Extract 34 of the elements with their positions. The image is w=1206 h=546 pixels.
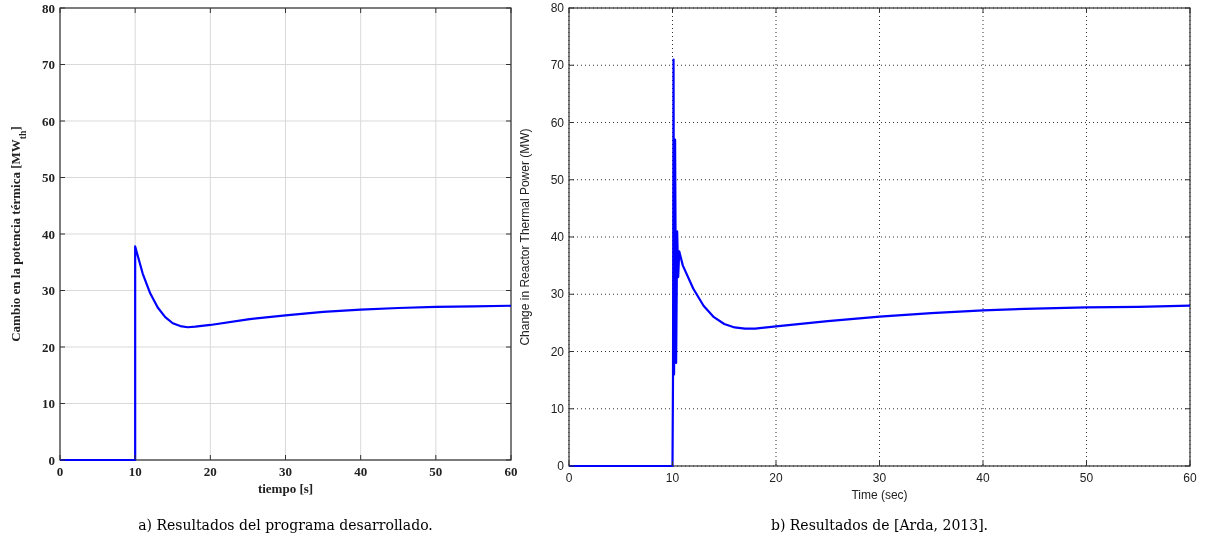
y-tick-label: 70 — [550, 58, 565, 73]
y-tick-label: 40 — [42, 226, 55, 242]
y-tick-label: 40 — [550, 230, 565, 245]
y-tick-label: 50 — [42, 170, 55, 186]
x-tick-label: 10 — [665, 471, 680, 485]
y-tick-label: 20 — [550, 344, 565, 359]
x-tick-label: 30 — [279, 464, 292, 479]
y-tick-label: 10 — [550, 401, 565, 416]
x-tick-label: 10 — [128, 464, 142, 479]
x-tick-label: 50 — [429, 464, 443, 479]
x-axis-title: tiempo [s] — [257, 481, 314, 496]
y-tick-label: 20 — [42, 339, 55, 355]
y-axis-title: Change in Reactor Thermal Power (MW) — [518, 128, 532, 346]
x-tick-label: 40 — [354, 464, 368, 479]
x-tick-label: 20 — [203, 464, 217, 479]
y-tick-label: 50 — [550, 172, 565, 187]
x-tick-label: 60 — [1183, 471, 1197, 485]
y-tick-label: 10 — [42, 396, 55, 412]
x-tick-label: 30 — [872, 471, 887, 485]
y-tick-label: 0 — [48, 452, 55, 468]
text: a) Resultados del programa desarrollado. — [138, 517, 433, 533]
text: b) Resultados de [Arda, 2013]. — [770, 517, 989, 533]
y-tick-label: 60 — [550, 115, 565, 130]
x-axis-title: Time (sec) — [851, 488, 908, 502]
y-tick-label: 70 — [42, 57, 55, 73]
y-tick-label: 30 — [550, 287, 565, 302]
y-tick-label: 80 — [42, 0, 55, 16]
x-tick-label: 20 — [769, 471, 783, 485]
y-tick-label: 80 — [550, 1, 565, 16]
y-tick-label: 60 — [42, 113, 55, 129]
x-tick-label: 40 — [976, 471, 990, 485]
x-tick-label: 60 — [504, 464, 518, 479]
x-tick-label: 50 — [1079, 471, 1094, 485]
y-tick-label: 30 — [42, 283, 55, 299]
